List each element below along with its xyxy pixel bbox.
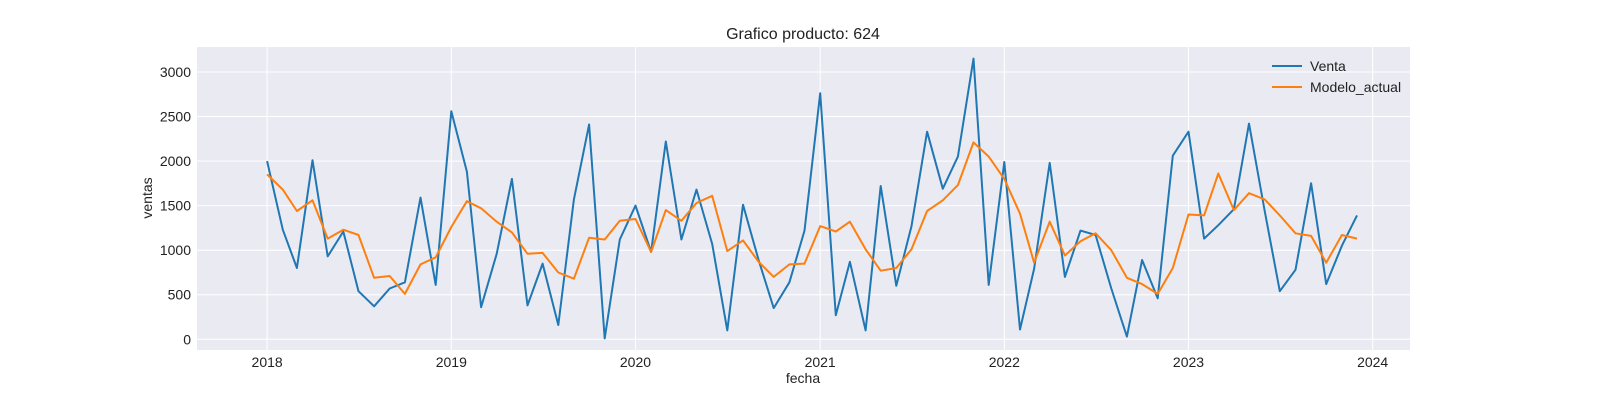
x-tick-label: 2022	[989, 354, 1020, 370]
x-tick-label: 2023	[1173, 354, 1204, 370]
legend-label-venta: Venta	[1310, 58, 1346, 74]
x-tick-label: 2021	[805, 354, 836, 370]
y-tick-label: 1000	[160, 242, 191, 258]
y-tick-label: 0	[183, 331, 191, 347]
y-tick-label: 3000	[160, 64, 191, 80]
series-line-modelo-actual	[266, 141, 1358, 295]
plot-area	[197, 47, 1410, 350]
x-tick-label: 2018	[252, 354, 283, 370]
legend-label-modelo-actual: Modelo_actual	[1310, 79, 1401, 95]
y-tick-label: 2500	[160, 109, 191, 125]
series-line-venta	[266, 57, 1358, 340]
y-axis-label: ventas	[139, 177, 155, 218]
x-tick-label: 2020	[620, 354, 651, 370]
y-tick-label: 500	[168, 287, 192, 303]
y-tick-label: 1500	[160, 198, 191, 214]
y-tick-label: 2000	[160, 153, 191, 169]
chart-title: Grafico producto: 624	[726, 26, 880, 43]
y-tick-labels: 0 500 1000 1500 2000 2500 3000	[160, 64, 191, 347]
series-layer	[266, 57, 1358, 340]
x-tick-labels: 2018 2019 2020 2021 2022 2023 2024	[252, 354, 1389, 370]
x-tick-label: 2019	[436, 354, 467, 370]
x-tick-label: 2024	[1357, 354, 1388, 370]
legend: Venta Modelo_actual	[1272, 58, 1401, 95]
x-axis-label: fecha	[786, 370, 820, 386]
